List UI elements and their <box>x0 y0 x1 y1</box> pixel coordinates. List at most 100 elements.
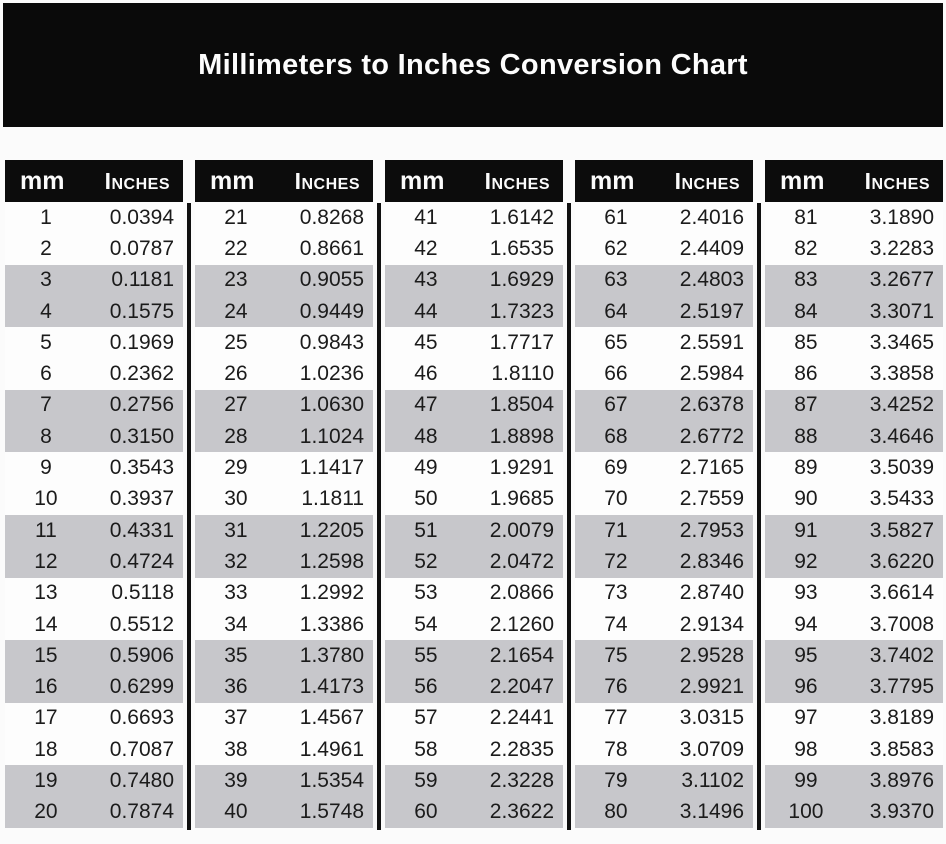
mm-value: 42 <box>414 236 438 260</box>
table-row: 96 3.7795 <box>765 671 943 703</box>
table-row: 32 1.2598 <box>195 546 373 578</box>
mm-value: 4 <box>40 299 52 323</box>
conversion-table-81-100: mm Inches 81 3.1890 82 3.2283 83 3.2677 84 3.3071… <box>765 160 943 828</box>
table-row: 74 2.9134 <box>575 608 753 641</box>
inches-value: 3.8189 <box>869 706 934 730</box>
inches-value: 3.8583 <box>869 737 934 761</box>
mm-value: 55 <box>414 643 438 667</box>
table-row: 59 2.3228 <box>385 765 563 797</box>
mm-value: 5 <box>40 330 52 354</box>
mm-value: 100 <box>788 800 824 824</box>
table-row: 53 2.0866 <box>385 577 563 609</box>
inches-value: 3.7008 <box>869 612 934 636</box>
mm-value: 71 <box>604 518 628 542</box>
header-mm-label: mm <box>210 166 255 195</box>
mm-value: 33 <box>224 581 248 605</box>
table-row: 18 0.7087 <box>5 734 183 766</box>
mm-value: 38 <box>224 737 248 761</box>
mm-value: 73 <box>604 581 628 605</box>
mm-value: 82 <box>794 236 818 260</box>
mm-value: 18 <box>34 737 58 761</box>
table-row: 45 1.7717 <box>385 327 563 359</box>
inches-value: 1.6929 <box>489 268 554 292</box>
mm-value: 46 <box>414 362 438 386</box>
inches-value: 1.0630 <box>299 393 364 417</box>
table-row: 13 0.5118 <box>5 577 183 609</box>
inches-value: 1.6535 <box>489 236 554 260</box>
inches-value: 1.9685 <box>489 487 554 511</box>
inches-value: 0.0394 <box>109 205 174 229</box>
mm-value: 97 <box>794 706 818 730</box>
mm-value: 10 <box>34 487 58 511</box>
inches-value: 1.8898 <box>489 424 554 448</box>
table-row: 63 2.4803 <box>575 264 753 296</box>
inches-value: 0.5906 <box>109 643 174 667</box>
table-divider-line <box>567 203 571 830</box>
inches-value: 1.5748 <box>299 800 364 824</box>
inches-value: 2.3622 <box>489 800 554 824</box>
mm-value: 2 <box>40 236 52 260</box>
mm-value: 58 <box>414 737 438 761</box>
inches-value: 3.3465 <box>869 330 934 354</box>
inches-value: 1.2205 <box>299 518 364 542</box>
mm-value: 95 <box>794 643 818 667</box>
table-row: 56 2.2047 <box>385 671 563 703</box>
inches-value: 0.9449 <box>299 299 364 323</box>
table-row: 11 0.4331 <box>5 514 183 547</box>
mm-value: 93 <box>794 581 818 605</box>
inches-value: 3.5433 <box>869 487 934 511</box>
table-row: 82 3.2283 <box>765 233 943 265</box>
mm-value: 16 <box>34 675 58 699</box>
mm-value: 13 <box>34 581 58 605</box>
conversion-tables-container: mm Inches 1 0.0394 2 0.0787 3 0.1181 4 0.1575 5 0.1… <box>5 160 943 830</box>
table-row: 61 2.4016 <box>575 202 753 234</box>
table-row: 29 1.1417 <box>195 452 373 484</box>
mm-value: 50 <box>414 487 438 511</box>
mm-value: 54 <box>414 612 438 636</box>
mm-value: 25 <box>224 330 248 354</box>
inches-value: 0.0787 <box>109 236 174 260</box>
table-row: 68 2.6772 <box>575 421 753 453</box>
header-inches-label: Inches <box>104 167 170 194</box>
table-row: 10 0.3937 <box>5 483 183 515</box>
mm-value: 23 <box>224 268 248 292</box>
table-row: 1 0.0394 <box>5 202 183 234</box>
mm-value: 21 <box>224 205 248 229</box>
inches-value: 0.4331 <box>109 518 174 542</box>
inches-value: 3.5827 <box>869 518 934 542</box>
inches-value: 1.4961 <box>299 737 364 761</box>
table-row: 38 1.4961 <box>195 734 373 766</box>
table-row: 80 3.1496 <box>575 796 753 828</box>
table-row: 100 3.9370 <box>765 796 943 828</box>
inches-value: 2.0866 <box>489 581 554 605</box>
inches-value: 1.1024 <box>299 424 364 448</box>
mm-value: 56 <box>414 675 438 699</box>
inches-value: 1.7717 <box>489 330 554 354</box>
table-row: 25 0.9843 <box>195 327 373 359</box>
table-divider-line <box>187 203 191 830</box>
table-row: 83 3.2677 <box>765 264 943 296</box>
inches-value: 1.5354 <box>299 768 364 792</box>
inches-value: 3.2283 <box>869 236 934 260</box>
inches-value: 3.1102 <box>681 768 744 792</box>
mm-value: 51 <box>414 518 438 542</box>
inches-value: 1.2598 <box>299 549 364 573</box>
table-row: 73 2.8740 <box>575 577 753 609</box>
inches-value: 0.3543 <box>109 456 174 480</box>
inches-value: 2.7559 <box>679 487 744 511</box>
mm-value: 7 <box>40 393 52 417</box>
inches-value: 0.7874 <box>109 800 174 824</box>
inches-value: 0.1575 <box>109 299 174 323</box>
mm-value: 17 <box>34 706 58 730</box>
header-inches-label: Inches <box>484 167 550 194</box>
mm-value: 83 <box>794 268 818 292</box>
mm-value: 99 <box>794 768 818 792</box>
table-row: 2 0.0787 <box>5 233 183 265</box>
table-row: 28 1.1024 <box>195 421 373 453</box>
table-row: 90 3.5433 <box>765 483 943 515</box>
mm-value: 11 <box>35 518 57 542</box>
table-row: 16 0.6299 <box>5 671 183 703</box>
mm-value: 65 <box>604 330 628 354</box>
inches-value: 3.5039 <box>869 456 934 480</box>
inches-value: 3.9370 <box>869 800 934 824</box>
